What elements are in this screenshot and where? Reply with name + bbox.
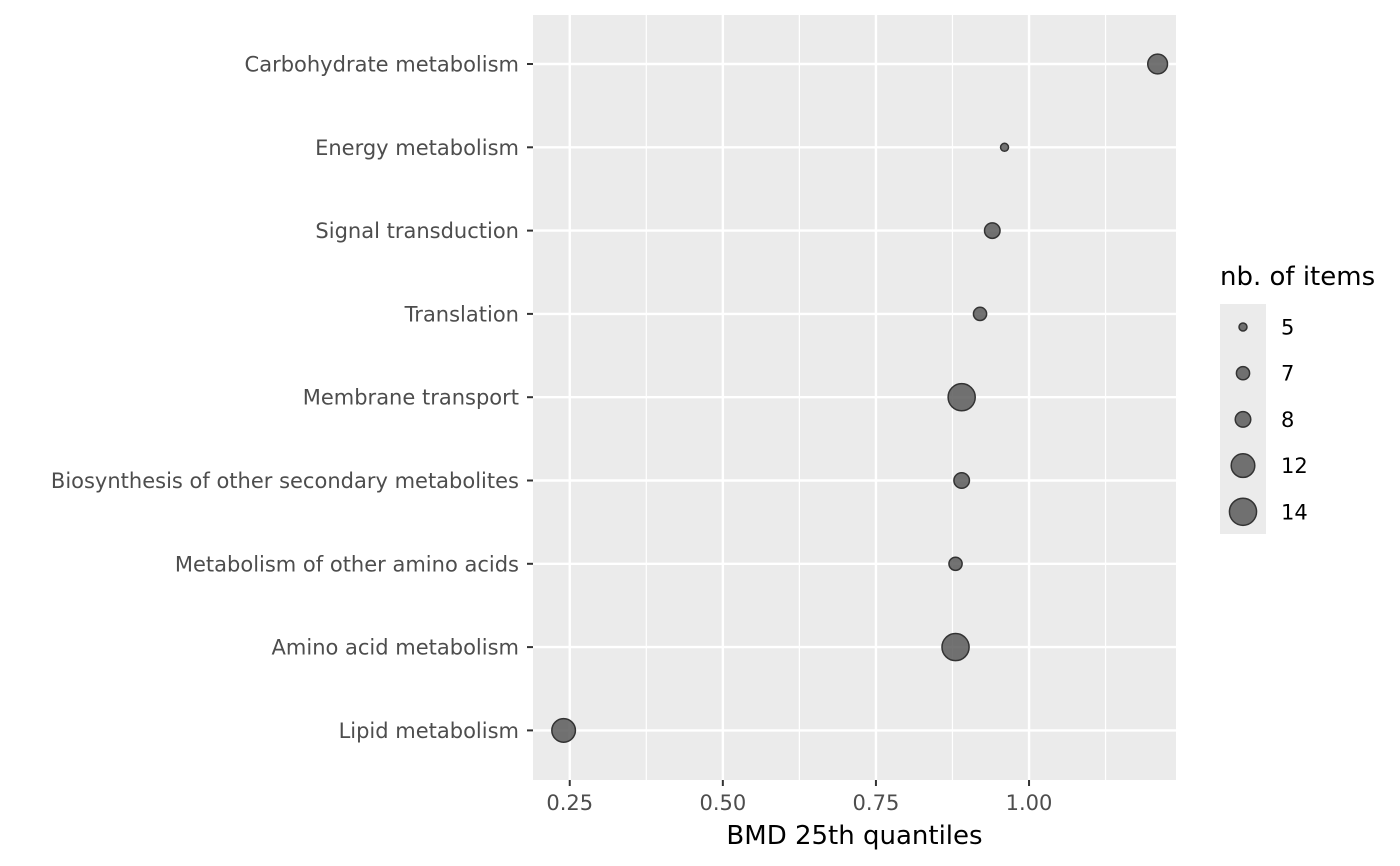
x-tick-label: 0.25 [546, 791, 593, 815]
legend-label: 7 [1281, 362, 1294, 386]
y-tick-label: Carbohydrate metabolism [245, 53, 519, 77]
data-points [551, 53, 1169, 743]
legend-label: 12 [1281, 454, 1308, 478]
data-point [983, 222, 1001, 240]
y-tick-label: Membrane transport [303, 386, 519, 410]
y-tick-label: Translation [404, 302, 519, 326]
legend-label: 14 [1281, 500, 1308, 524]
y-tick-label: Lipid metabolism [339, 719, 519, 743]
legend-key-12 [1230, 453, 1256, 479]
legend-key-5 [1238, 322, 1248, 332]
y-tick-label: Energy metabolism [315, 136, 519, 160]
x-tick-label: 0.75 [853, 791, 900, 815]
legend: nb. of items 5 7 8 12 14 [1220, 262, 1375, 534]
legend-key-7 [1235, 365, 1251, 381]
y-axis: Carbohydrate metabolism Energy metabolism… [51, 53, 533, 743]
major-gridlines [533, 15, 1176, 780]
legend-label: 8 [1281, 408, 1294, 432]
x-tick-label: 0.50 [699, 791, 746, 815]
data-point [551, 717, 577, 743]
data-point [947, 382, 976, 412]
legend-key-8 [1234, 410, 1252, 428]
y-tick-label: Amino acid metabolism [272, 636, 519, 660]
data-point [953, 471, 971, 490]
data-point [948, 556, 963, 572]
x-axis-title: BMD 25th quantiles [726, 821, 982, 851]
legend-title: nb. of items [1220, 262, 1375, 292]
data-point [941, 632, 970, 662]
data-point [972, 306, 988, 322]
data-point [1146, 53, 1169, 75]
legend-label: 5 [1281, 316, 1294, 340]
x-axis: 0.25 0.50 0.75 1.00 [546, 780, 1052, 815]
legend-key-14 [1228, 497, 1258, 527]
y-tick-label: Biosynthesis of other secondary metaboli… [51, 469, 519, 493]
data-point [999, 142, 1010, 153]
y-tick-label: Metabolism of other amino acids [175, 552, 519, 576]
y-tick-label: Signal transduction [315, 219, 519, 243]
x-tick-label: 1.00 [1006, 791, 1053, 815]
